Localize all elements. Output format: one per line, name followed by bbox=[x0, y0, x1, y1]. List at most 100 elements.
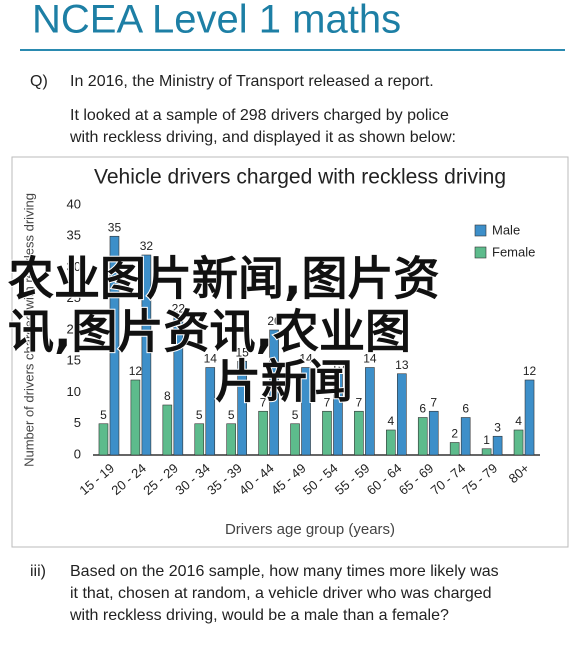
bar bbox=[269, 329, 279, 456]
part-line: it that, chosen at random, a vehicle dri… bbox=[70, 585, 492, 602]
x-tick-label: 70 - 74 bbox=[428, 460, 469, 498]
watermark: 讯,图片资讯,农业图 bbox=[8, 305, 411, 359]
data-label: 5 bbox=[292, 408, 299, 422]
bar bbox=[481, 448, 492, 456]
data-label: 8 bbox=[164, 389, 171, 403]
data-label: 7 bbox=[260, 395, 267, 409]
data-label: 5 bbox=[100, 408, 107, 422]
bar bbox=[205, 367, 216, 456]
x-tick-label: 65 - 69 bbox=[396, 460, 437, 498]
question-line: with reckless driving, and displayed it … bbox=[69, 129, 456, 146]
bar bbox=[417, 417, 428, 456]
x-tick-label: 75 - 79 bbox=[460, 460, 501, 498]
bar bbox=[524, 379, 535, 456]
y-tick-label: 20 bbox=[67, 321, 81, 336]
legend-swatch bbox=[474, 246, 487, 259]
x-tick-label: 25 - 29 bbox=[140, 460, 181, 498]
bar bbox=[290, 423, 300, 456]
watermark: 农业图片新闻,图片资 bbox=[8, 252, 439, 306]
x-tick-label: 45 - 49 bbox=[268, 460, 309, 498]
bar bbox=[333, 373, 343, 456]
part-line: with reckless driving, would be a male t… bbox=[69, 607, 449, 624]
data-label: 13 bbox=[395, 358, 409, 372]
bar bbox=[386, 429, 396, 456]
y-tick-label: 15 bbox=[67, 353, 81, 368]
bar bbox=[162, 404, 173, 456]
x-tick-label: 55 - 59 bbox=[332, 460, 373, 498]
bar bbox=[354, 410, 364, 456]
bar bbox=[513, 429, 524, 456]
question-line: In 2016, the Ministry of Transport relea… bbox=[70, 73, 434, 90]
bar bbox=[194, 423, 205, 456]
header-title: NCEA Level 1 maths bbox=[32, 0, 401, 42]
data-label: 6 bbox=[462, 402, 469, 416]
data-label: 22 bbox=[172, 302, 186, 316]
question-label: Q) bbox=[30, 73, 48, 90]
data-label: 14 bbox=[363, 352, 377, 366]
data-label: 1 bbox=[483, 433, 490, 447]
x-tick-label: 60 - 64 bbox=[364, 460, 405, 498]
bar bbox=[449, 442, 460, 456]
chart-title: Vehicle drivers charged with reckless dr… bbox=[94, 166, 506, 189]
legend-swatch bbox=[474, 224, 487, 237]
x-tick-label: 40 - 44 bbox=[236, 460, 277, 498]
data-label: 14 bbox=[204, 352, 218, 366]
data-label: 7 bbox=[430, 395, 437, 409]
bar bbox=[237, 360, 247, 456]
y-tick-label: 5 bbox=[74, 415, 81, 430]
legend-label: Female bbox=[492, 244, 535, 259]
y-tick-label: 0 bbox=[74, 446, 81, 461]
data-label: 6 bbox=[419, 402, 426, 416]
data-label: 7 bbox=[324, 395, 331, 409]
x-tick-label: 35 - 39 bbox=[204, 460, 245, 498]
data-label: 32 bbox=[140, 239, 154, 253]
x-tick-label: 80+ bbox=[506, 460, 533, 486]
bar bbox=[258, 410, 268, 456]
data-label: 2 bbox=[451, 427, 458, 441]
data-label: 20 bbox=[267, 314, 281, 328]
x-tick-label: 50 - 54 bbox=[300, 460, 341, 498]
bar bbox=[226, 423, 236, 456]
bar bbox=[460, 417, 471, 456]
y-tick-label: 10 bbox=[67, 384, 81, 399]
x-tick-label: 15 - 19 bbox=[76, 460, 117, 498]
part-line: Based on the 2016 sample, how many times… bbox=[70, 563, 499, 580]
question-line: It looked at a sample of 298 drivers cha… bbox=[70, 107, 449, 124]
y-tick-label: 25 bbox=[67, 290, 81, 305]
y-tick-label: 40 bbox=[67, 196, 81, 211]
x-tick-label: 20 - 24 bbox=[108, 460, 149, 498]
data-label: 7 bbox=[356, 395, 363, 409]
data-label: 15 bbox=[235, 345, 249, 359]
part-label: iii) bbox=[30, 563, 46, 580]
data-label: 12 bbox=[523, 364, 537, 378]
bar bbox=[301, 367, 311, 456]
y-axis-title: Number of drivers charged with reckless … bbox=[21, 193, 36, 467]
watermark: 片新闻 bbox=[215, 355, 353, 409]
bar bbox=[322, 410, 332, 456]
bar bbox=[365, 367, 375, 456]
legend-label: Male bbox=[492, 222, 520, 237]
data-label: 5 bbox=[196, 408, 203, 422]
data-label: 14 bbox=[299, 352, 313, 366]
bar bbox=[109, 235, 120, 456]
x-tick-label: 30 - 34 bbox=[172, 460, 213, 498]
data-label: 4 bbox=[515, 414, 522, 428]
y-tick-label: 35 bbox=[67, 228, 81, 243]
data-label: 12 bbox=[129, 364, 143, 378]
bar bbox=[141, 254, 152, 456]
bar bbox=[98, 423, 109, 456]
bar bbox=[428, 410, 439, 456]
data-label: 3 bbox=[494, 420, 501, 434]
bar bbox=[492, 435, 503, 456]
bar bbox=[173, 317, 184, 456]
data-label: 13 bbox=[331, 358, 345, 372]
bar bbox=[397, 373, 407, 456]
x-axis-title: Drivers age group (years) bbox=[225, 521, 395, 538]
bar bbox=[130, 379, 141, 456]
chart-frame bbox=[11, 156, 569, 548]
y-tick-label: 30 bbox=[67, 259, 81, 274]
data-label: 5 bbox=[228, 408, 235, 422]
data-label: 4 bbox=[387, 414, 394, 428]
data-label: 35 bbox=[108, 220, 122, 234]
